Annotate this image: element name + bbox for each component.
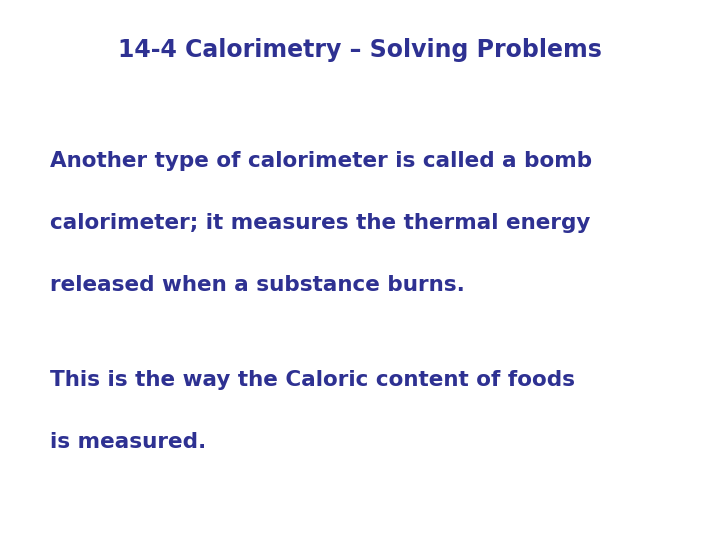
- Text: is measured.: is measured.: [50, 432, 207, 452]
- Text: released when a substance burns.: released when a substance burns.: [50, 275, 465, 295]
- Text: Another type of calorimeter is called a bomb: Another type of calorimeter is called a …: [50, 151, 593, 171]
- Text: calorimeter; it measures the thermal energy: calorimeter; it measures the thermal ene…: [50, 213, 591, 233]
- Text: This is the way the Caloric content of foods: This is the way the Caloric content of f…: [50, 370, 575, 390]
- Text: 14-4 Calorimetry – Solving Problems: 14-4 Calorimetry – Solving Problems: [118, 38, 602, 62]
